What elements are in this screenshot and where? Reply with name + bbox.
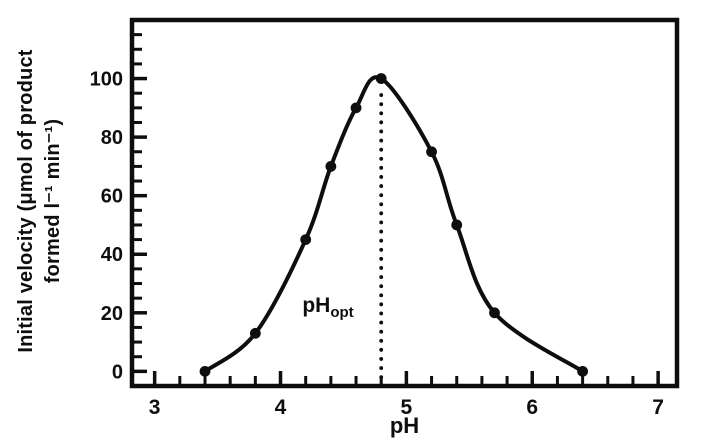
ph-opt-annotation-subscript: opt: [330, 304, 354, 321]
x-tick-label: 5: [401, 396, 413, 419]
ph-opt-annotation: pHopt: [302, 294, 353, 321]
x-tick-label: 4: [275, 396, 287, 419]
x-tick-label: 7: [652, 396, 664, 419]
data-point: [451, 219, 463, 231]
y-axis-label-line1: Initial velocity (μmol of product: [15, 49, 37, 353]
data-point: [350, 102, 362, 114]
x-axis-label: pH: [389, 413, 420, 438]
data-point: [199, 365, 211, 377]
activity-curve: [203, 75, 585, 374]
y-tick-label: 40: [101, 244, 123, 266]
data-point: [489, 307, 500, 319]
x-tick-label: 6: [526, 396, 538, 419]
data-point: [577, 365, 589, 377]
y-tick-label: 80: [101, 127, 123, 149]
y-axis-label: Initial velocity (μmol of product formed…: [13, 15, 71, 387]
data-point: [325, 161, 337, 172]
data-point: [249, 327, 261, 339]
y-tick-label: 100: [90, 69, 123, 91]
y-tick-label: 0: [112, 361, 123, 383]
data-point: [300, 234, 312, 246]
y-tick-label: 60: [101, 186, 123, 208]
plot-border: [129, 17, 680, 389]
data-point: [375, 73, 387, 84]
x-tick-label: 3: [149, 396, 161, 419]
data-point: [426, 146, 437, 158]
y-axis-label-line2: formed l⁻¹ min⁻¹): [42, 118, 64, 284]
y-tick-label: 20: [101, 303, 123, 325]
ph-opt-annotation-text: pH: [302, 294, 331, 317]
